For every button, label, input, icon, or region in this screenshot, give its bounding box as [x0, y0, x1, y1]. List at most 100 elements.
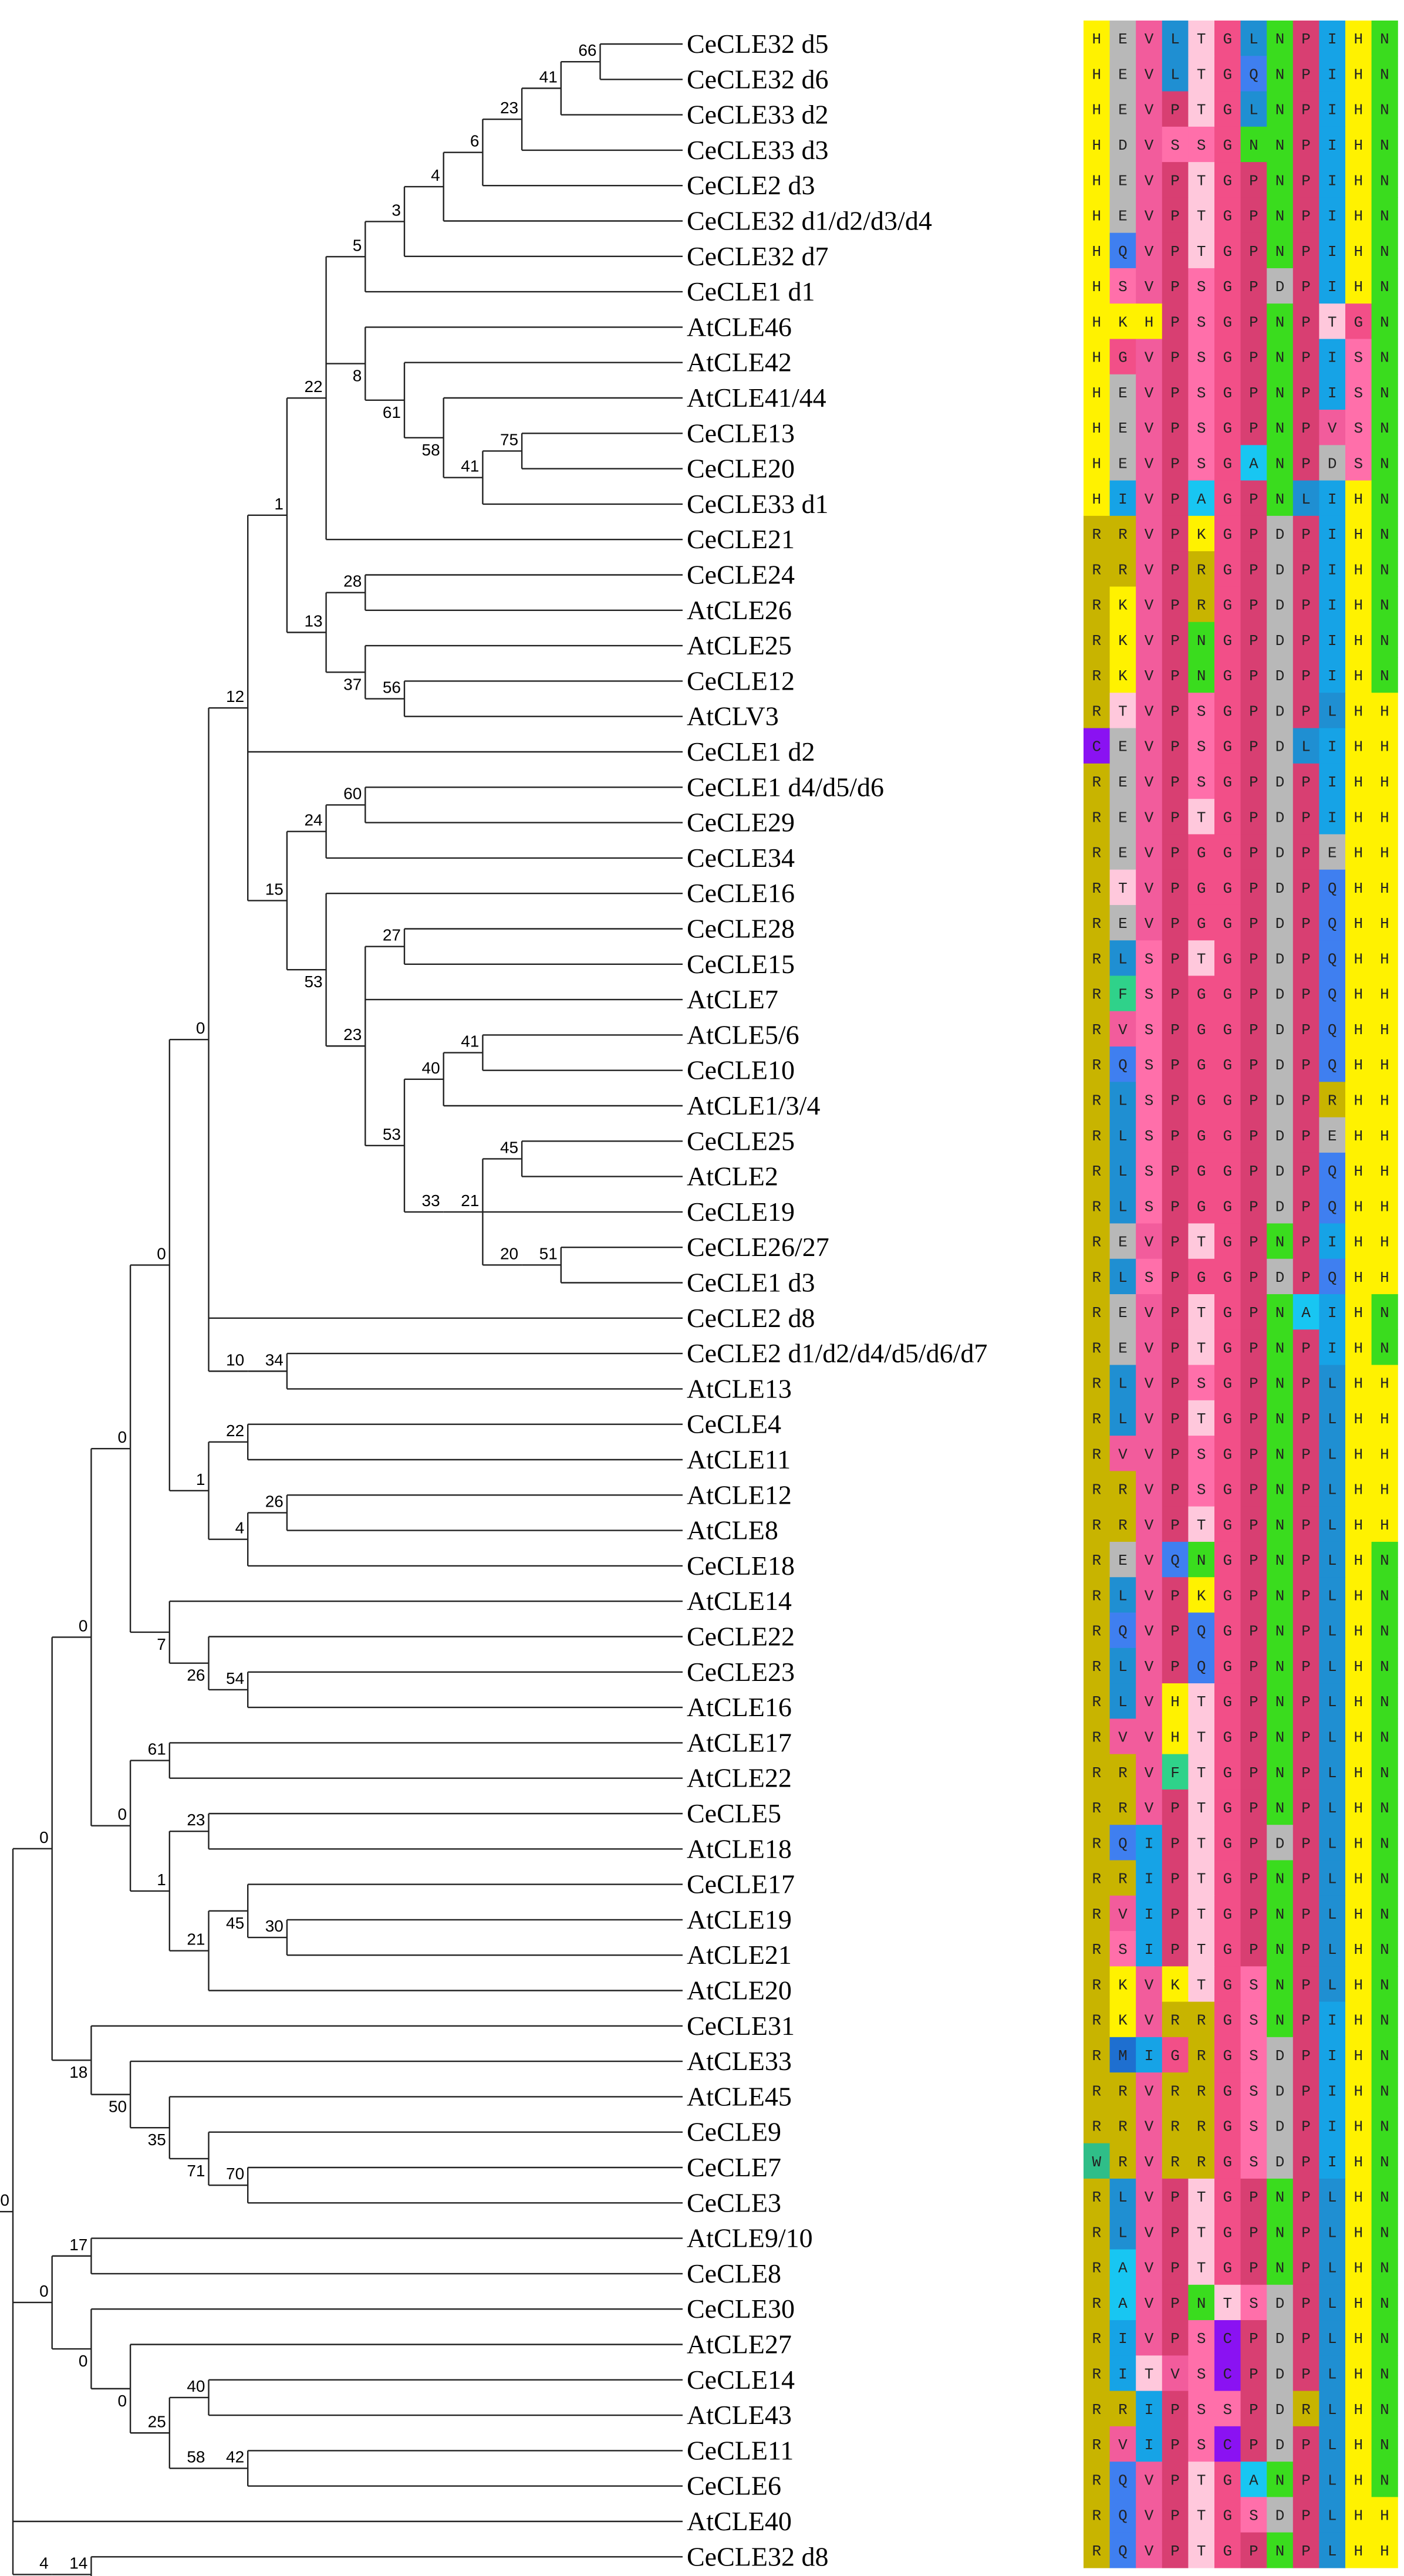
residue-cell: [1136, 1471, 1163, 1507]
residue-cell: [1109, 2037, 1136, 2073]
residue-cell: [1188, 1825, 1215, 1861]
residue-letter: L: [1328, 1658, 1337, 1676]
residue-cell: [1345, 1436, 1372, 1471]
residue-cell: [1188, 197, 1215, 234]
residue-letter: D: [1275, 1127, 1285, 1145]
residue-letter: N: [1275, 2189, 1285, 2206]
residue-cell: [1319, 869, 1346, 906]
residue-cell: [1267, 1011, 1294, 1047]
residue-cell: [1371, 1188, 1398, 1224]
support-value: 0: [79, 1616, 88, 1635]
residue-letter: G: [1223, 1269, 1232, 1287]
residue-cell: [1214, 56, 1241, 92]
residue-cell: [1162, 1895, 1189, 1932]
residue-letter: E: [1118, 1304, 1128, 1322]
residue-letter: P: [1301, 384, 1311, 402]
support-value: 41: [461, 1032, 479, 1051]
residue-cell: [1084, 1647, 1111, 1684]
residue-cell: [1292, 1931, 1319, 1967]
residue-cell: [1319, 1895, 1346, 1932]
residue-cell: [1267, 2355, 1294, 2392]
residue-letter: P: [1170, 2507, 1180, 2525]
residue-letter: V: [1145, 526, 1154, 543]
residue-cell: [1136, 799, 1163, 835]
residue-letter: H: [1092, 31, 1101, 48]
support-value: 66: [578, 41, 596, 59]
residue-letter: V: [1145, 809, 1154, 826]
residue-cell: [1240, 2462, 1267, 2498]
taxon-label: CeCLE1 d4/d5/d6: [687, 772, 884, 802]
residue-letter: N: [1380, 2295, 1389, 2312]
residue-cell: [1084, 2426, 1111, 2462]
residue-cell: [1267, 940, 1294, 977]
residue-cell: [1084, 1860, 1111, 1896]
residue-letter: P: [1249, 845, 1258, 862]
residue-cell: [1109, 1541, 1136, 1578]
residue-letter: G: [1223, 2082, 1232, 2100]
residue-cell: [1292, 2284, 1319, 2321]
residue-letter: N: [1197, 667, 1206, 685]
residue-cell: [1345, 1506, 1372, 1542]
residue-cell: [1292, 1011, 1319, 1047]
residue-letter: H: [1354, 1410, 1363, 1428]
residue-cell: [1084, 1117, 1111, 1153]
residue-cell: [1267, 515, 1294, 552]
residue-letter: P: [1170, 1481, 1180, 1499]
residue-cell: [1345, 1789, 1372, 1825]
residue-letter: K: [1118, 2012, 1128, 2030]
residue-letter: S: [1145, 950, 1154, 968]
residue-letter: T: [1197, 1693, 1206, 1711]
residue-letter: N: [1197, 2295, 1206, 2312]
residue-letter: V: [1145, 1375, 1154, 1393]
residue-cell: [1084, 2072, 1111, 2108]
residue-letter: Q: [1328, 950, 1337, 968]
residue-letter: P: [1170, 491, 1180, 508]
residue-cell: [1240, 799, 1267, 835]
residue-cell: [1292, 1152, 1319, 1189]
residue-letter: P: [1249, 1658, 1258, 1676]
residue-letter: G: [1223, 278, 1232, 296]
residue-cell: [1319, 1647, 1346, 1684]
residue-letter: T: [1197, 1410, 1206, 1428]
residue-cell: [1267, 869, 1294, 906]
residue-letter: R: [1170, 2118, 1180, 2136]
residue-letter: L: [1118, 950, 1128, 968]
residue-letter: H: [1380, 1056, 1389, 1074]
residue-letter: N: [1275, 1552, 1285, 1569]
residue-cell: [1084, 1931, 1111, 1967]
residue-letter: P: [1249, 1127, 1258, 1145]
residue-letter: E: [1118, 172, 1128, 190]
residue-cell: [1109, 126, 1136, 163]
residue-letter: G: [1223, 597, 1232, 615]
residue-cell: [1162, 2214, 1189, 2250]
residue-cell: [1345, 940, 1372, 977]
residue-letter: R: [1092, 1481, 1101, 1499]
residue-letter: P: [1249, 1623, 1258, 1640]
residue-cell: [1267, 1789, 1294, 1825]
residue-letter: N: [1275, 1941, 1285, 1959]
residue-cell: [1188, 1895, 1215, 1932]
residue-cell: [1240, 2320, 1267, 2356]
residue-letter: N: [1275, 455, 1285, 472]
residue-cell: [1188, 410, 1215, 445]
residue-cell: [1109, 1931, 1136, 1967]
residue-cell: [1214, 693, 1241, 729]
residue-cell: [1240, 1258, 1267, 1295]
residue-letter: H: [1170, 1693, 1180, 1711]
residue-cell: [1371, 339, 1398, 375]
residue-letter: L: [1118, 1269, 1128, 1287]
taxon-label: CeCLE25: [687, 1126, 795, 1156]
residue-cell: [1267, 1082, 1294, 1118]
residue-cell: [1109, 763, 1136, 799]
residue-letter: H: [1092, 384, 1101, 402]
residue-letter: N: [1380, 208, 1389, 225]
residue-letter: R: [1092, 1304, 1101, 1322]
residue-letter: R: [1092, 809, 1101, 826]
residue-cell: [1240, 2355, 1267, 2392]
residue-letter: H: [1354, 2047, 1363, 2065]
residue-cell: [1267, 2426, 1294, 2462]
residue-letter: R: [1092, 845, 1101, 862]
residue-letter: R: [1092, 880, 1101, 897]
